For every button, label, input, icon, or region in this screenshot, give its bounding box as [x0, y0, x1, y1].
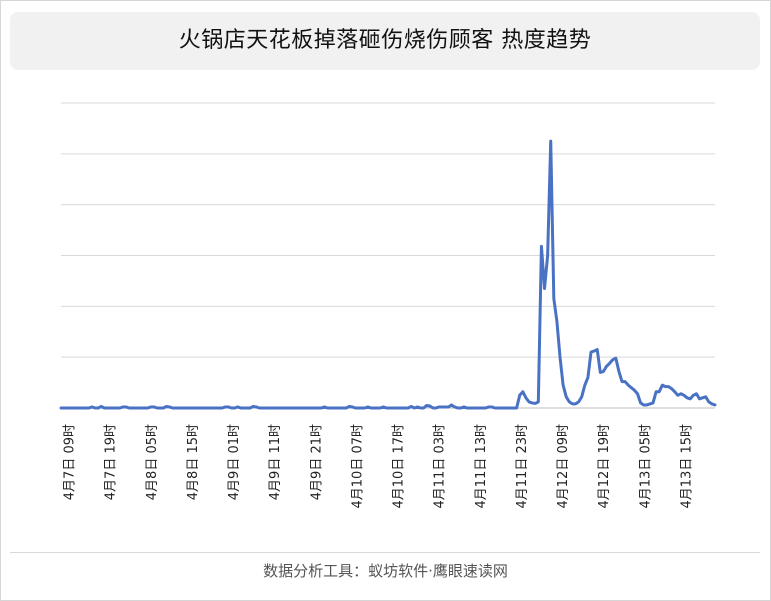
title-bar: 火锅店天花板掉落砸伤烧伤顾客 热度趋势 [10, 12, 760, 70]
x-tick-labels: 4月7日 09时 4月7日 19时 4月8日 05时 4月8日 15时 4月9日 01时… [63, 424, 695, 509]
footer-divider [10, 552, 760, 553]
series-line [59, 139, 717, 410]
x-tick-label: 4月7日 09时 [63, 424, 78, 500]
x-tick-label: 4月10日 17时 [392, 424, 407, 509]
gridlines [61, 102, 715, 358]
x-tick-label: 4月9日 11时 [268, 424, 283, 500]
x-tick-label: 4月11日 23时 [515, 424, 530, 509]
x-tick-label: 4月7日 19时 [104, 424, 119, 500]
chart-title: 火锅店天花板掉落砸伤烧伤顾客 热度趋势 [178, 28, 592, 53]
x-tick-label: 4月10日 07时 [350, 424, 365, 509]
series-group [59, 139, 717, 410]
x-tick-label: 4月12日 09时 [556, 424, 571, 509]
x-tick-label: 4月11日 03时 [433, 424, 448, 509]
x-tick-label: 4月11日 13时 [474, 424, 489, 509]
x-tick-label: 4月9日 21时 [309, 424, 324, 500]
x-tick-label: 4月12日 19时 [597, 424, 612, 509]
x-tick-label: 4月13日 05时 [638, 424, 653, 509]
x-tick-label: 4月8日 15时 [186, 424, 201, 500]
x-tick-label: 4月13日 15时 [680, 424, 695, 509]
x-tick-label: 4月8日 05时 [145, 424, 160, 500]
x-tick-label: 4月9日 01时 [227, 424, 242, 500]
source-footer: 数据分析工具：蚁坊软件·鹰眼速读网 [263, 562, 508, 580]
